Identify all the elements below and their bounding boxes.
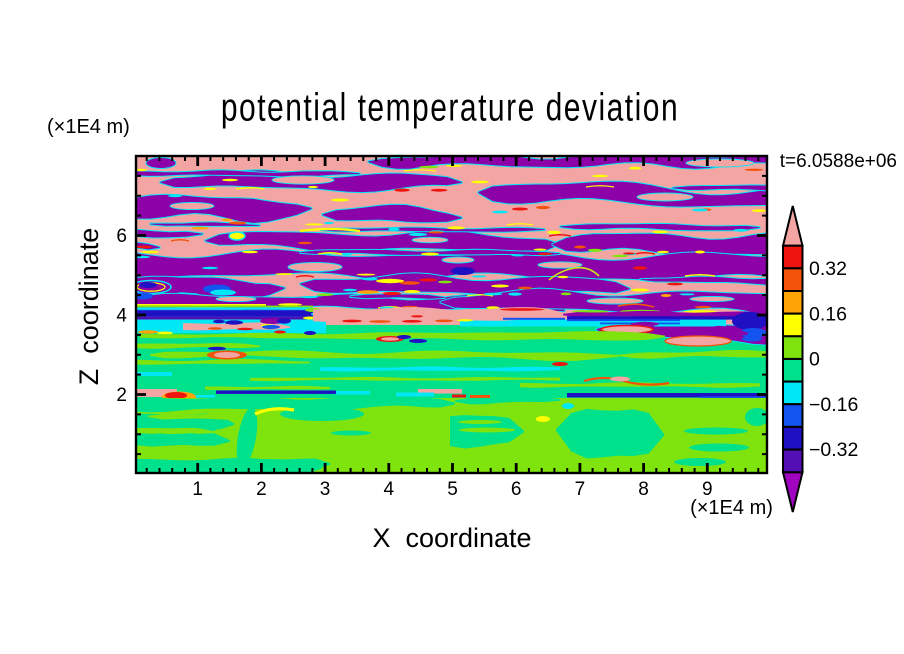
svg-text:t=6.0588e+06: t=6.0588e+06	[780, 151, 897, 172]
svg-text:0.16: 0.16	[809, 303, 847, 325]
svg-text:X coordinate: X coordinate	[372, 523, 531, 553]
svg-text:2: 2	[116, 385, 127, 406]
svg-text:6: 6	[511, 479, 522, 500]
svg-text:2: 2	[256, 479, 267, 500]
svg-text:−0.16: −0.16	[809, 394, 858, 416]
svg-text:(×1E4 m): (×1E4 m)	[690, 497, 773, 519]
svg-text:0: 0	[809, 349, 820, 371]
svg-text:5: 5	[447, 479, 458, 500]
svg-text:6: 6	[116, 226, 127, 247]
svg-text:potential temperature deviatio: potential temperature deviation	[221, 87, 679, 130]
svg-text:4: 4	[116, 306, 127, 327]
svg-text:1: 1	[192, 479, 203, 500]
svg-text:7: 7	[575, 479, 586, 500]
svg-text:4: 4	[384, 479, 395, 500]
svg-text:(×1E4 m): (×1E4 m)	[47, 116, 130, 138]
svg-text:−0.32: −0.32	[809, 439, 858, 461]
svg-text:3: 3	[320, 479, 331, 500]
svg-text:9: 9	[702, 479, 713, 500]
svg-text:0.32: 0.32	[809, 258, 847, 280]
svg-text:Z coordinate: Z coordinate	[74, 228, 104, 386]
svg-text:8: 8	[638, 479, 649, 500]
